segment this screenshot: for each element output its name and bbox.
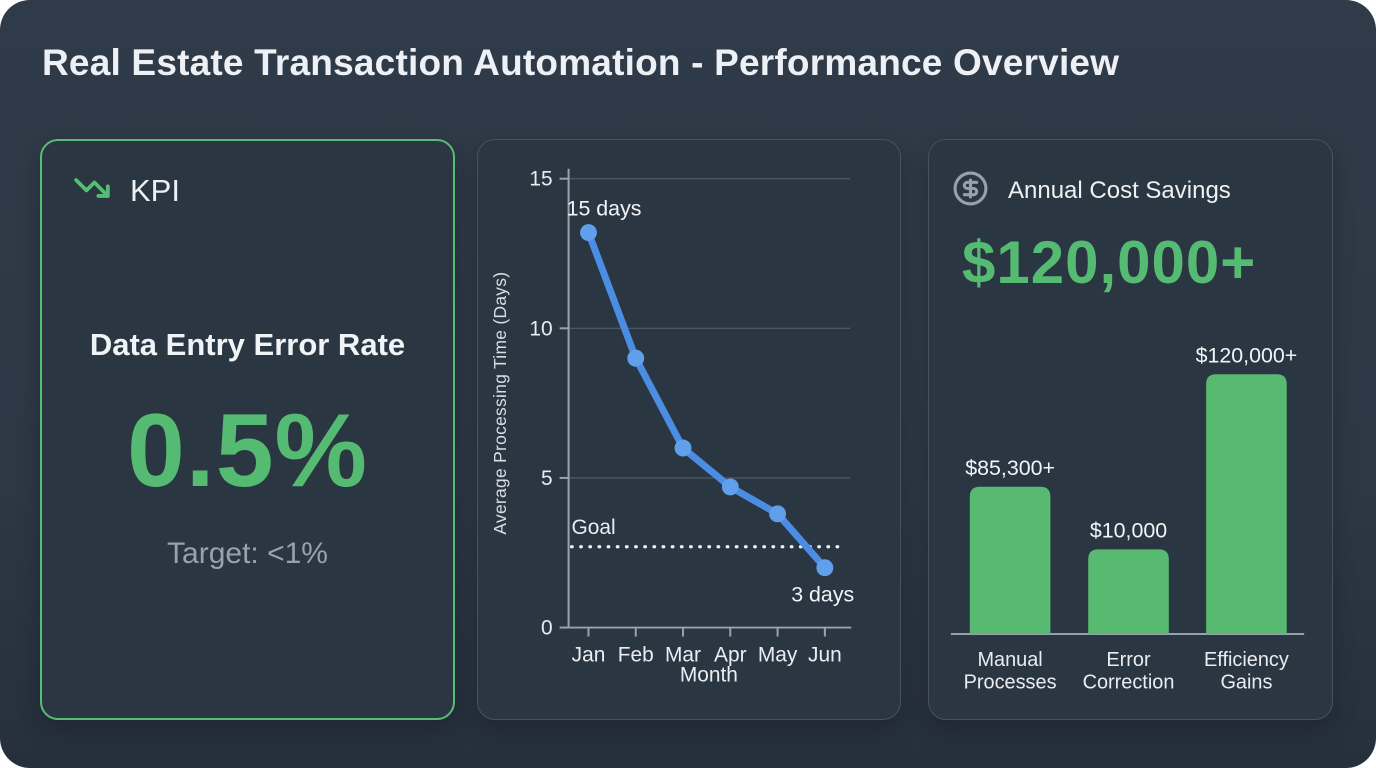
cost-savings-title: Annual Cost Savings — [1008, 177, 1231, 204]
kpi-metric-label: Data Entry Error Rate — [89, 327, 406, 362]
x-tick-label: Feb — [618, 643, 654, 666]
page-title: Real Estate Transaction Automation - Per… — [42, 42, 1120, 83]
bar — [969, 486, 1051, 634]
bar — [1206, 374, 1287, 634]
kpi-card-header: KPI — [70, 169, 180, 212]
data-point — [674, 439, 692, 457]
processing-time-card: 0 5 10 15 Jan Feb Mar Apr May Jun Goal 15 days 3 day… — [477, 139, 901, 720]
bar-category-label: Error — [1106, 649, 1151, 671]
bar-category-label: Correction — [1083, 672, 1175, 694]
first-point-label: 15 days — [567, 197, 642, 221]
bar-category-label: Manual — [977, 649, 1042, 671]
y-tick-label: 5 — [541, 467, 553, 490]
bar-value-label: $120,000+ — [1196, 343, 1298, 367]
kpi-target: Target: <1% — [167, 537, 328, 570]
data-point — [627, 349, 645, 367]
goal-label: Goal — [572, 516, 616, 539]
x-tick-label: Mar — [665, 643, 701, 666]
y-tick-label: 0 — [541, 617, 553, 640]
cost-savings-total: $120,000+ — [962, 229, 1257, 296]
cards-row: KPI Data Entry Error Rate 0.5% Target: <… — [40, 139, 1333, 720]
y-axis-title: Average Processing Time (Days) — [490, 272, 510, 535]
bar-category-label: Efficiency — [1204, 649, 1289, 671]
trend-line — [584, 229, 829, 572]
y-tick-label: 10 — [529, 317, 552, 340]
bar-value-label: $85,300+ — [965, 456, 1055, 480]
data-point — [816, 559, 834, 577]
x-axis-title: Month — [680, 663, 738, 686]
x-tick-label: Apr — [714, 643, 747, 666]
x-tick-label: Jun — [808, 643, 842, 666]
processing-time-chart: 0 5 10 15 Jan Feb Mar Apr May Jun Goal 15 days 3 day… — [490, 168, 854, 687]
last-point-label: 3 days — [791, 583, 854, 607]
kpi-value: 0.5% — [126, 393, 369, 509]
bar-category-label: Gains — [1220, 672, 1272, 694]
data-point — [580, 224, 597, 242]
trending-down-icon — [70, 169, 114, 212]
x-tick-label: May — [758, 643, 798, 666]
dollar-circle-icon — [952, 170, 989, 212]
kpi-card: KPI Data Entry Error Rate 0.5% Target: <… — [40, 139, 455, 720]
cost-savings-header: Annual Cost Savings — [952, 170, 1231, 212]
kpi-header-label: KPI — [130, 172, 180, 208]
bar — [1088, 549, 1169, 634]
x-tick-label: Jan — [572, 643, 606, 666]
data-point — [721, 478, 739, 496]
cost-savings-card: Annual Cost Savings $120,000+ $85,300+ Ma… — [928, 139, 1333, 720]
y-tick-label: 15 — [529, 168, 552, 191]
data-point — [769, 505, 787, 523]
bar-value-label: $10,000 — [1090, 518, 1167, 542]
bar-category-label: Processes — [964, 672, 1057, 694]
